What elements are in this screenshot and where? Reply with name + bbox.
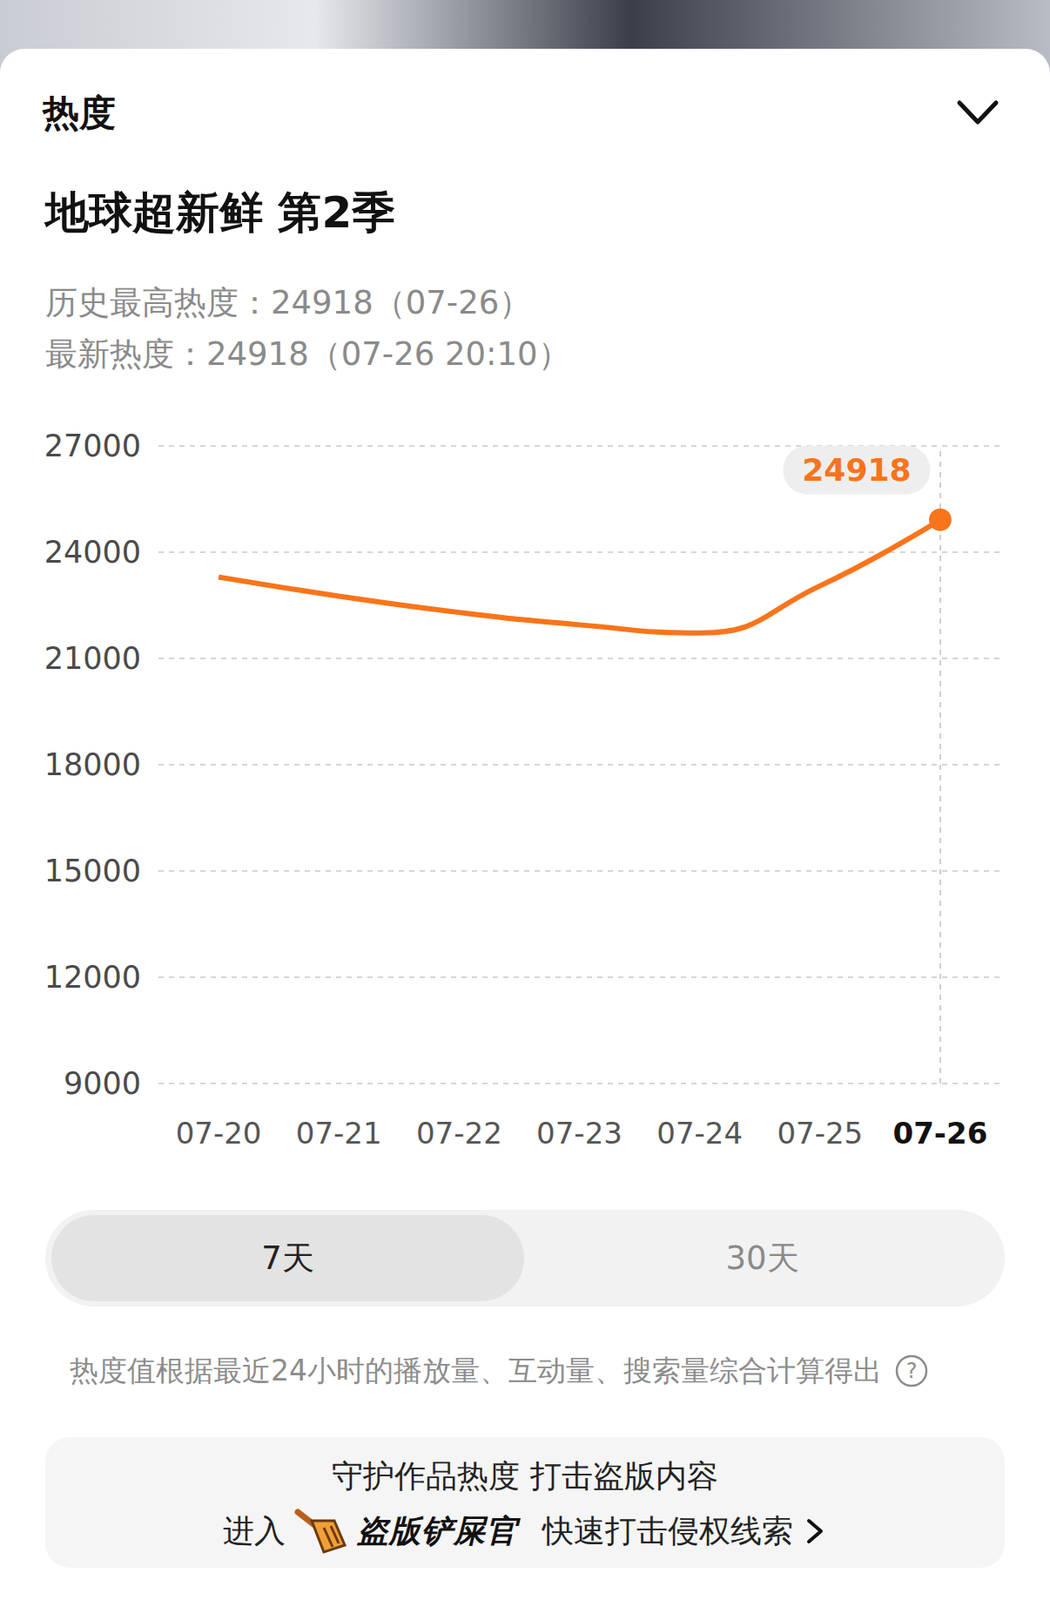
html-text:热度值根据最近24小时的播放量、互动量、搜索量综合计算得出: 热度值根据最近24小时的播放量、互动量、搜索量综合计算得出 xyxy=(69,1352,882,1387)
html-text:地球超新鲜 第2季: 地球超新鲜 第2季 xyxy=(45,187,396,238)
svg-text:07-24: 07-24 xyxy=(656,1115,743,1151)
html-text:守护作品热度 打击盗版内容: 守护作品热度 打击盗版内容 xyxy=(331,1457,719,1494)
svg-text:07-26: 07-26 xyxy=(893,1115,989,1151)
svg-text:07-25: 07-25 xyxy=(776,1115,863,1151)
svg-text:07-23: 07-23 xyxy=(536,1115,623,1151)
svg-text:21000: 21000 xyxy=(44,640,142,676)
svg-text:9000: 9000 xyxy=(63,1065,142,1101)
svg-text:07-20: 07-20 xyxy=(175,1115,263,1151)
svg-text:12000: 12000 xyxy=(44,959,142,995)
svg-text:07-21: 07-21 xyxy=(296,1115,383,1151)
html-text:30天: 30天 xyxy=(725,1238,799,1277)
svg-text:15000: 15000 xyxy=(44,853,142,889)
svg-text:27000: 27000 xyxy=(44,428,142,464)
svg-text:07-22: 07-22 xyxy=(416,1115,503,1151)
svg-text:?: ? xyxy=(906,1358,918,1383)
html-text:盗版铲屎官: 盗版铲屎官 xyxy=(356,1512,518,1549)
html-text:热度: 热度 xyxy=(42,91,116,135)
html-text:进入: 进入 xyxy=(222,1512,286,1549)
html-text:历史最高热度：24918（07-26）: 历史最高热度：24918（07-26） xyxy=(45,283,532,322)
html-text:最新热度：24918（07-26 20:10）: 最新热度：24918（07-26 20:10） xyxy=(45,335,570,373)
html-text:快速打击侵权线索: 快速打击侵权线索 xyxy=(541,1512,793,1549)
svg-text:24000: 24000 xyxy=(44,534,142,570)
html-text:7天: 7天 xyxy=(261,1238,315,1277)
svg-text:24918: 24918 xyxy=(801,451,911,488)
svg-text:18000: 18000 xyxy=(44,747,142,782)
